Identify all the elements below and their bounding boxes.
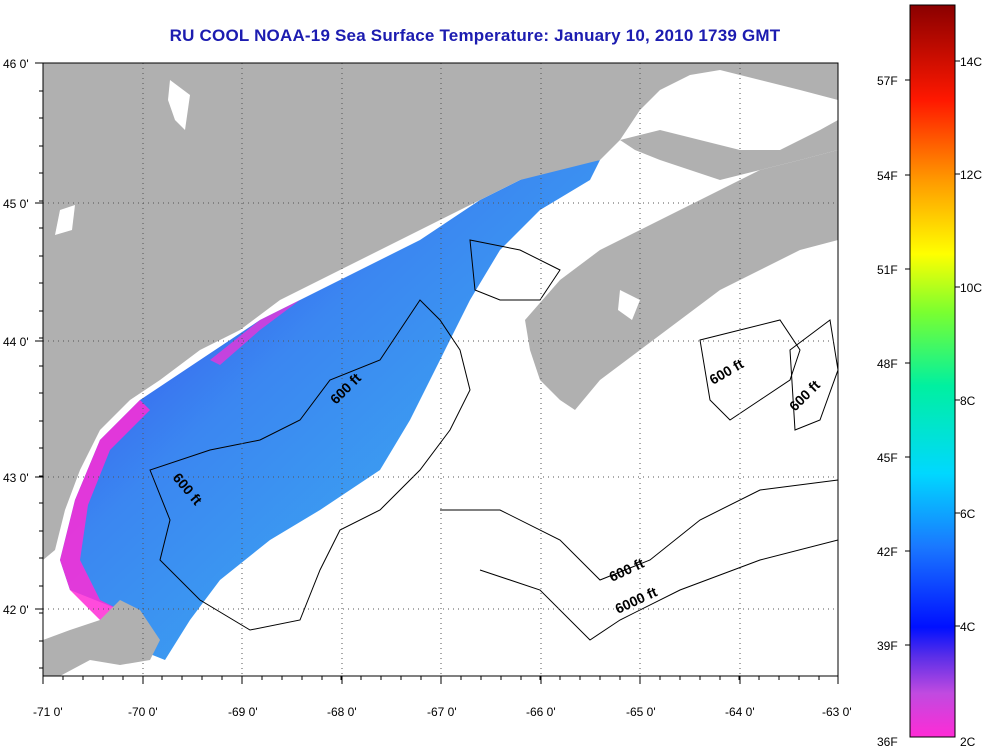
land-nova-scotia <box>525 150 838 410</box>
contour-600ft-east1 <box>699 319 801 421</box>
contour-600ft-east2 <box>789 319 838 431</box>
graticule <box>43 63 838 676</box>
latitude-axis: 46 0' 45 0' 44 0' 43 0' 42 0' <box>3 57 29 617</box>
colorbar-f-label: 42F <box>877 545 898 559</box>
lon-tick-label: -67 0' <box>427 705 457 719</box>
lat-tick-label: 46 0' <box>3 57 29 71</box>
colorbar-f-label: 48F <box>877 357 898 371</box>
lat-tick-label: 42 0' <box>3 603 29 617</box>
land-new-brunswick <box>620 120 838 180</box>
colorbar-f-label: 36F <box>877 735 898 749</box>
coastal-fringe <box>60 400 150 650</box>
contour-600ft-outer <box>440 479 838 581</box>
sst-water-mass <box>60 160 600 660</box>
map-title: RU COOL NOAA-19 Sea Surface Temperature:… <box>169 26 781 45</box>
colorbar <box>909 4 956 738</box>
lon-tick-label: -70 0' <box>128 705 158 719</box>
lon-tick-label: -71 0' <box>33 705 63 719</box>
colorbar-f-label: 45F <box>877 451 898 465</box>
colorbar-c-label: 6C <box>960 507 976 521</box>
contour-600ft-inner <box>149 299 471 631</box>
contour-6000ft <box>479 539 838 641</box>
colorbar-f-label: 39F <box>877 639 898 653</box>
land-cape-cod <box>43 600 160 676</box>
lon-tick-label: -64 0' <box>725 705 755 719</box>
lon-tick-label: -63 0' <box>822 705 852 719</box>
lat-tick-label: 44 0' <box>3 335 29 349</box>
colorbar-c-label: 8C <box>960 394 976 408</box>
land-new-england <box>43 63 838 560</box>
colorbar-c-label: 14C <box>960 55 982 69</box>
colorbar-f-label: 54F <box>877 169 898 183</box>
colorbar-f-label: 57F <box>877 74 898 88</box>
lat-tick-label: 43 0' <box>3 471 29 485</box>
colorbar-c-label: 2C <box>960 735 976 749</box>
lon-tick-label: -65 0' <box>626 705 656 719</box>
tick-marks <box>35 62 839 684</box>
lon-tick-label: -66 0' <box>526 705 556 719</box>
colorbar-f-label: 51F <box>877 263 898 277</box>
colorbar-celsius-labels: 14C 12C 10C 8C 6C 4C 2C <box>960 55 982 749</box>
lat-tick-label: 45 0' <box>3 197 29 211</box>
lon-tick-label: -68 0' <box>327 705 357 719</box>
colorbar-fahrenheit-labels: 57F 54F 51F 48F 45F 42F 39F 36F <box>877 74 898 749</box>
colorbar-c-label: 12C <box>960 168 982 182</box>
colorbar-c-label: 10C <box>960 281 982 295</box>
colorbar-c-label: 4C <box>960 620 976 634</box>
longitude-axis: -71 0' -70 0' -69 0' -68 0' -67 0' -66 0… <box>33 705 852 719</box>
lon-tick-label: -69 0' <box>228 705 258 719</box>
colorbar-ticks <box>905 60 960 646</box>
